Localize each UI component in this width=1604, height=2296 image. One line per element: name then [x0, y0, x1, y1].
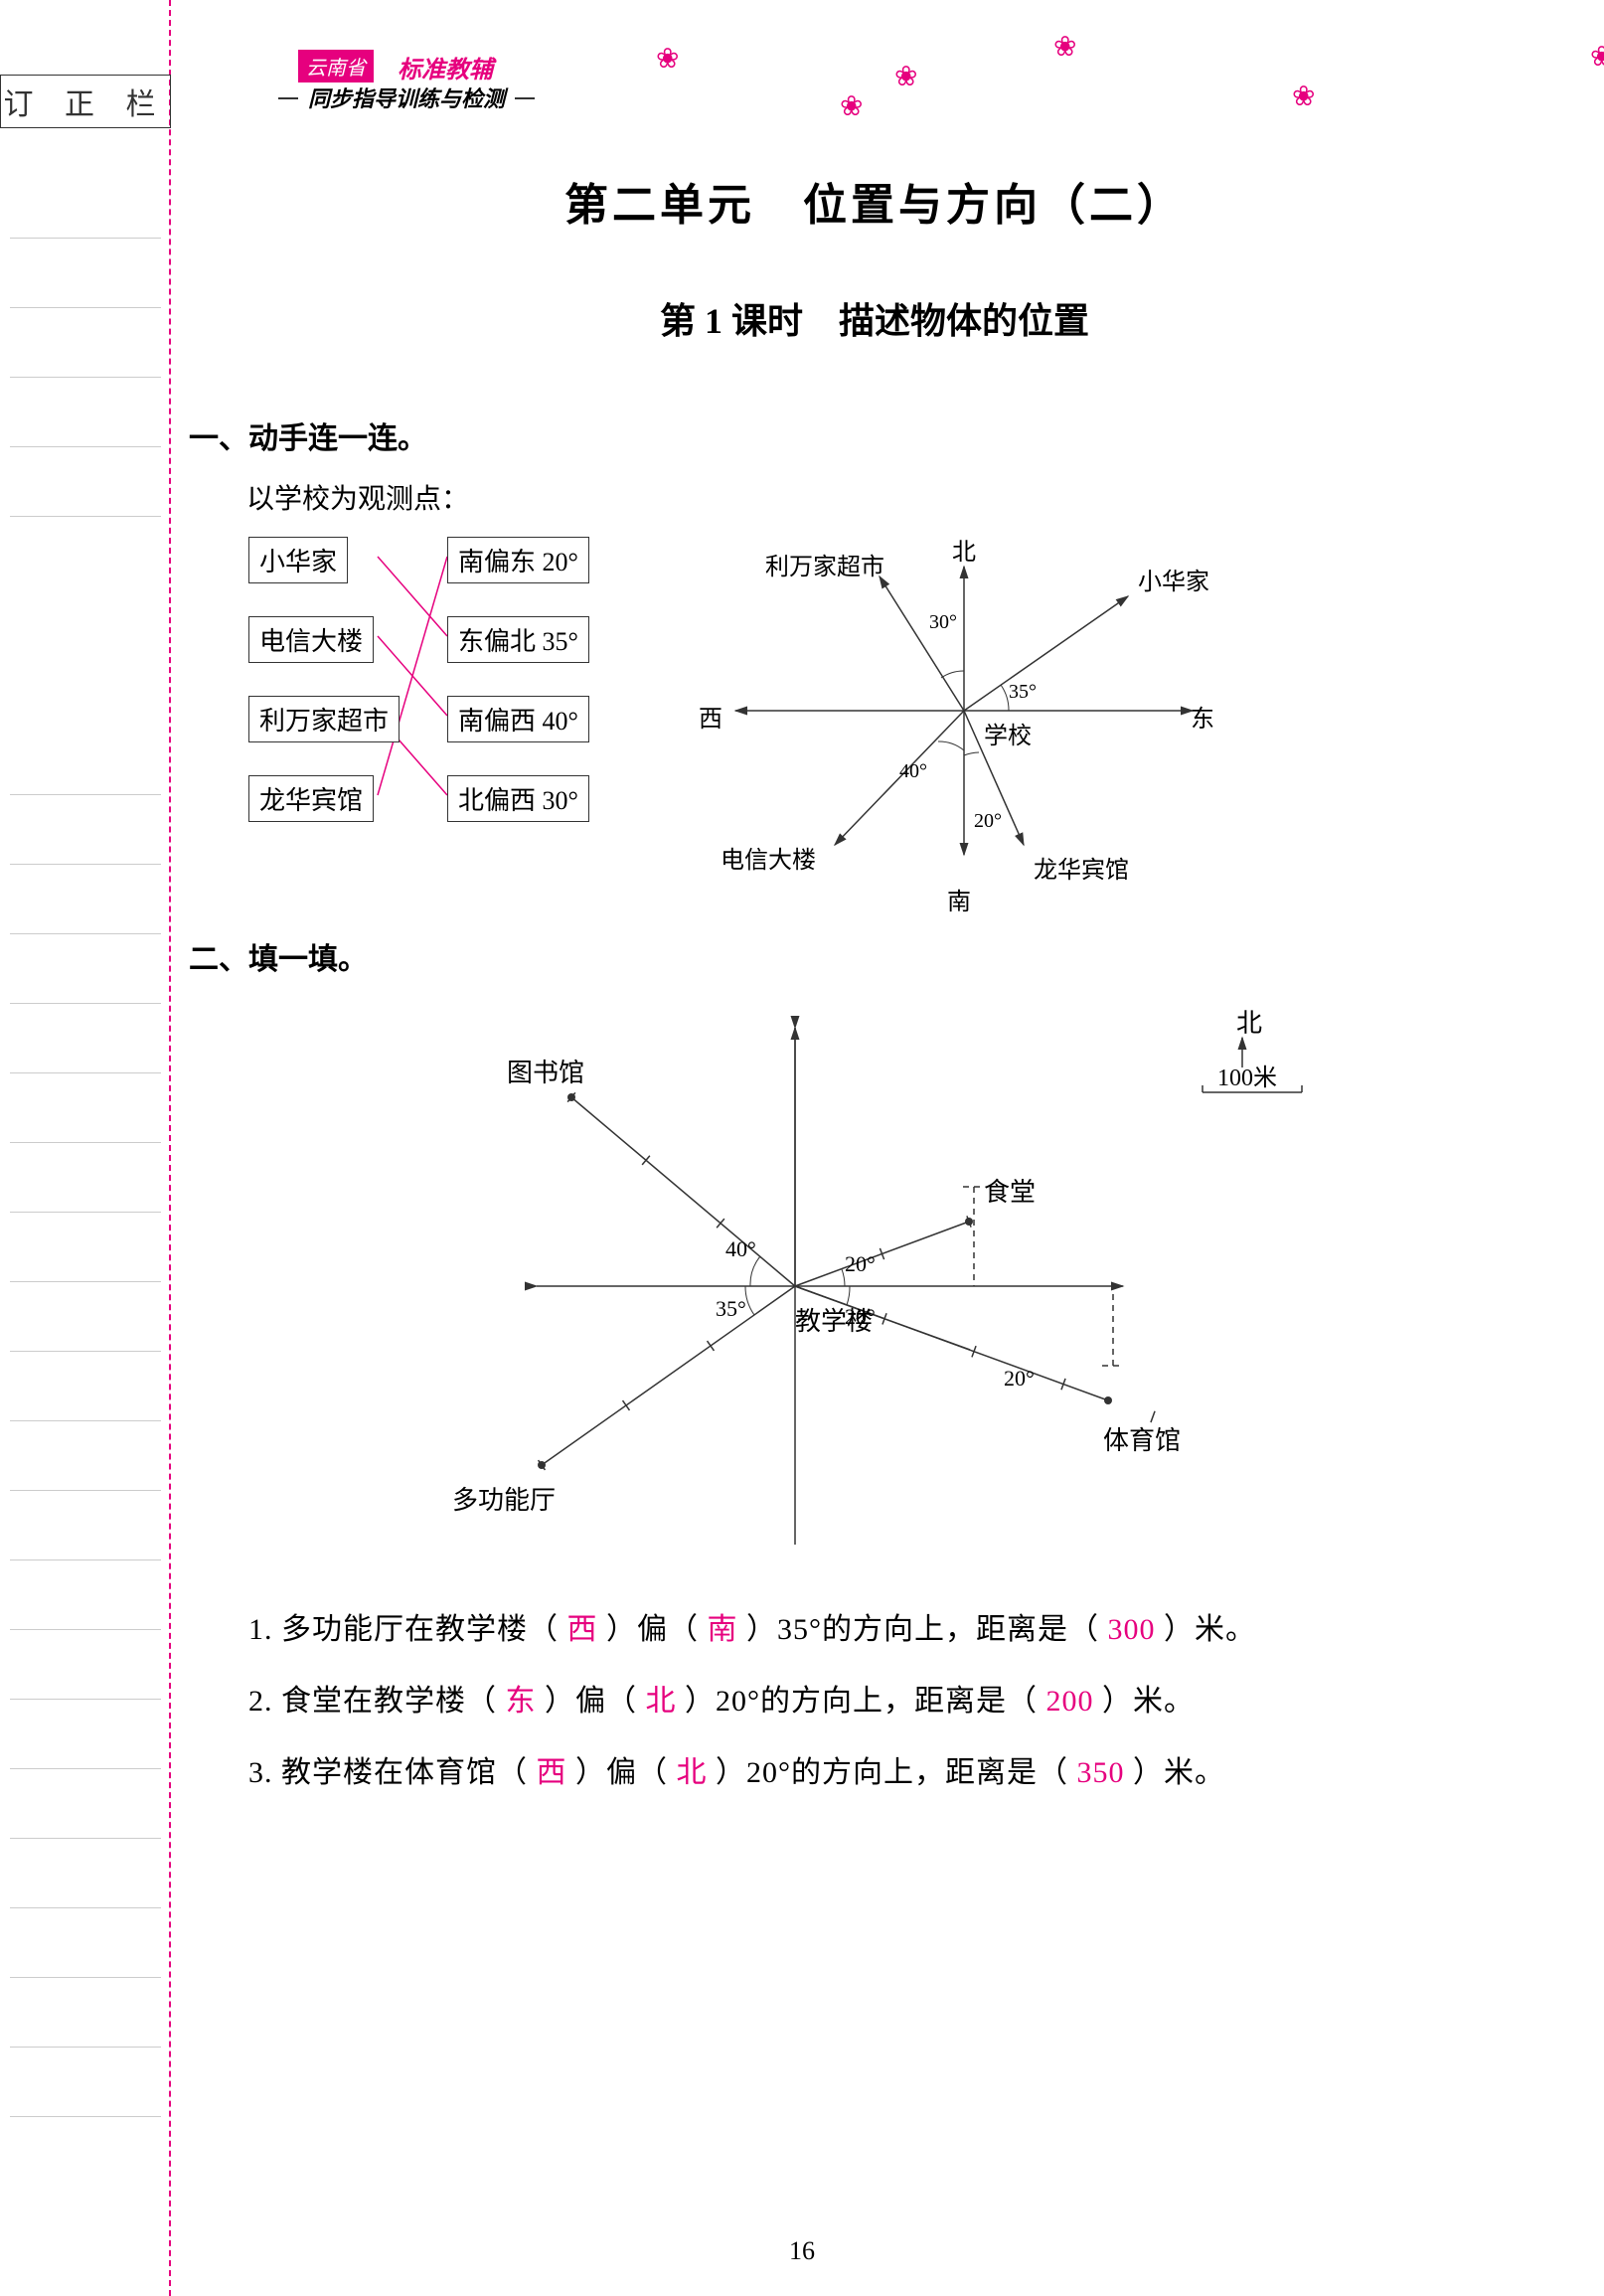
match-left-box: 小华家	[248, 537, 348, 583]
compass-cardinal: 西	[699, 699, 722, 734]
answer: 南	[699, 1613, 746, 1646]
compass-location: 小华家	[1138, 562, 1209, 596]
section-2-heading: 二、填一填。	[189, 934, 1560, 978]
matching-boxes: 小华家电信大楼利万家超市龙华宾馆 南偏东 20° 东偏北 35° 南偏西 40° 北偏…	[229, 537, 606, 855]
node-label: 食堂	[984, 1172, 1036, 1209]
petal-icon: ❀	[1053, 30, 1076, 64]
answer: 300	[1099, 1613, 1164, 1646]
compass-diagram-2: 北100米教学楼图书馆40°食堂20°多功能厅35°体育馆20°20°	[368, 998, 1362, 1555]
page-number: 16	[789, 2236, 815, 2266]
content: 第二单元 位置与方向（二） 第 1 课时 描述物体的位置 一、动手连一连。 以学…	[189, 129, 1560, 1809]
compass-angle: 20°	[974, 810, 1002, 833]
answer: 北	[668, 1756, 716, 1789]
header: ❀❀❀❀❀❀ 云南省 标准教辅 同步指导训练与检测	[199, 20, 1540, 119]
match-left-box: 利万家超市	[248, 696, 400, 742]
unit-title: 第二单元 位置与方向（二）	[189, 169, 1560, 233]
margin-label: 订 正 栏	[0, 75, 171, 128]
section-1-heading: 一、动手连一连。	[189, 413, 1560, 457]
answer: 200	[1038, 1685, 1102, 1718]
petal-icon: ❀	[840, 89, 863, 123]
node-label: 多功能厅	[452, 1480, 556, 1517]
match-left-box: 电信大楼	[248, 616, 374, 663]
compass-angle: 35°	[1009, 681, 1037, 704]
correction-margin: 订 正 栏	[0, 0, 171, 2296]
match-left-box: 龙华宾馆	[248, 775, 374, 822]
answer: 北	[637, 1685, 685, 1718]
compass-angle: 40°	[899, 760, 927, 783]
compass-center-label: 学校	[984, 716, 1032, 750]
node-label: 体育馆	[1103, 1420, 1181, 1457]
header-subtitle: 同步指导训练与检测	[298, 82, 515, 113]
answer: 350	[1068, 1756, 1133, 1789]
scale-label: 100米	[1217, 1058, 1277, 1092]
fill-blank-item: 2. 食堂在教学楼（ 东 ）偏（ 北 ）20°的方向上，距离是（ 200 ）米。	[189, 1666, 1560, 1737]
match-right-box: 南偏东 20°	[447, 537, 589, 583]
match-right-box: 南偏西 40°	[447, 696, 589, 742]
petal-icon: ❀	[1590, 40, 1604, 74]
answer: 西	[528, 1756, 575, 1789]
north-label: 北	[1236, 1003, 1262, 1040]
petal-icon: ❀	[656, 42, 679, 76]
header-badge: 云南省	[298, 50, 374, 82]
compass-location: 电信大楼	[721, 840, 816, 875]
compass-location: 龙华宾馆	[1034, 850, 1129, 885]
compass-angle: 30°	[929, 611, 957, 634]
angle-label: 20°	[845, 1304, 876, 1330]
compass-cardinal: 南	[947, 882, 971, 916]
petal-icon: ❀	[1292, 80, 1315, 113]
lesson-title: 第 1 课时 描述物体的位置	[189, 292, 1560, 344]
petal-icon: ❀	[894, 60, 917, 93]
section-1-intro: 以学校为观测点：	[246, 477, 1560, 517]
match-right-box: 东偏北 35°	[447, 616, 589, 663]
answer: 西	[559, 1613, 606, 1646]
answer: 东	[497, 1685, 545, 1718]
fill-blank-item: 1. 多功能厅在教学楼（ 西 ）偏（ 南 ）35°的方向上，距离是（ 300 ）…	[189, 1594, 1560, 1666]
node-label: 图书馆	[507, 1053, 584, 1089]
fill-blank-item: 3. 教学楼在体育馆（ 西 ）偏（ 北 ）20°的方向上，距离是（ 350 ）米…	[189, 1737, 1560, 1809]
angle-label: 20°	[1004, 1366, 1035, 1392]
section-1-body: 小华家电信大楼利万家超市龙华宾馆 南偏东 20°东偏北 35°南偏西 40°北偏…	[189, 537, 1560, 895]
header-badge-2: 标准教辅	[398, 50, 493, 84]
angle-label: 35°	[716, 1296, 746, 1322]
compass-cardinal: 北	[952, 532, 976, 567]
compass-cardinal: 东	[1191, 699, 1214, 734]
match-right-box: 北偏西 30°	[447, 775, 589, 822]
angle-label: 40°	[725, 1236, 756, 1262]
compass-diagram-1: 北南东西利万家超市30°小华家35°电信大楼40°龙华宾馆20°学校	[666, 537, 1262, 895]
compass-location: 利万家超市	[765, 547, 884, 581]
angle-label: 20°	[845, 1251, 876, 1277]
